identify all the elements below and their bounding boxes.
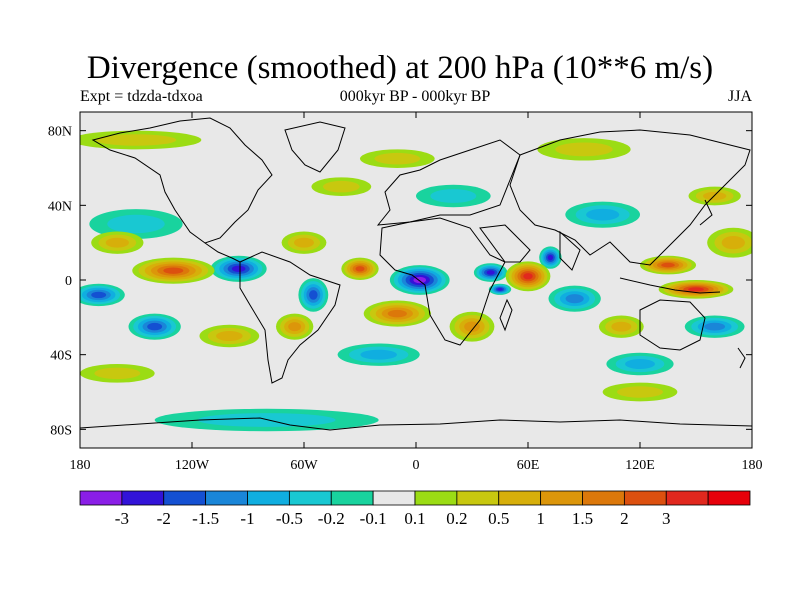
axes: 180 120W 60W 0 60E 120E 180 80N 40N 0 40S 80S: [48, 112, 763, 473]
colorbar-swatch: [582, 490, 625, 506]
divergence-contour: [107, 214, 165, 234]
greenland-coast: [284, 121, 346, 173]
colorbar-swatch: [540, 490, 583, 506]
divergence-contour: [497, 287, 503, 291]
colorbar-swatch: [623, 490, 667, 506]
colorbar-swatch: [121, 490, 165, 506]
antarctica-coast: [80, 417, 752, 431]
y-tick-label: 80S: [50, 423, 72, 438]
x-tick-label: 0: [413, 458, 420, 473]
x-tick-label: 180: [742, 458, 763, 473]
asia-coast: [509, 129, 751, 266]
divergence-contour: [163, 267, 184, 274]
colorbar-swatch: [707, 490, 751, 506]
divergence-contour: [661, 262, 675, 268]
divergence-contour: [387, 309, 407, 318]
divergence-contour: [94, 367, 141, 380]
central-america-coast: [204, 242, 241, 263]
colorbar-swatch: [288, 490, 332, 506]
divergence-contour: [464, 321, 480, 332]
x-tick-label: 120E: [625, 458, 655, 473]
colorbar: -3 -2 -1.5 -1 -0.5 -0.2 -0.1 0.1 0.2 0.5 1 1.5 2 3: [79, 490, 751, 528]
japan-coast: [699, 199, 713, 226]
divergence-contour: [288, 322, 302, 332]
europe-coast: [376, 139, 521, 226]
divergence-contour: [322, 180, 360, 193]
australia-coast: [639, 299, 706, 351]
colorbar-label: -3: [115, 509, 129, 528]
colorbar-swatch: [665, 490, 709, 506]
period-label: 000kyr BP - 000kyr BP: [339, 88, 491, 105]
colorbar-label: -1: [240, 509, 254, 528]
divergence-contour: [565, 294, 584, 304]
divergence-contour: [309, 290, 318, 300]
india-coast: [559, 230, 581, 271]
divergence-contour: [216, 331, 243, 341]
colorbar-label: -1.5: [192, 509, 219, 528]
divergence-contour: [704, 322, 726, 331]
colorbar-label: 1: [536, 509, 545, 528]
colorbar-label: -0.1: [360, 509, 387, 528]
colorbar-label: 2: [620, 509, 629, 528]
coastlines: [80, 117, 752, 431]
divergence-contour: [294, 237, 314, 248]
africa-coast: [379, 217, 506, 346]
divergence-contour: [625, 359, 655, 369]
y-tick-label: 0: [65, 274, 72, 289]
arabia-coast: [479, 224, 531, 263]
colorbar-label: 0.2: [446, 509, 467, 528]
colorbar-swatch: [247, 490, 290, 506]
chart-title: Divergence (smoothed) at 200 hPa (10**6 …: [86, 50, 714, 86]
divergence-contour: [147, 322, 163, 331]
colorbar-label: 0.1: [404, 509, 425, 528]
divergence-contour: [430, 189, 477, 203]
new-zealand-coast: [737, 347, 746, 369]
colorbar-swatch: [456, 490, 500, 506]
colorbar-swatch: [205, 490, 248, 506]
divergence-contour: [721, 236, 745, 250]
divergence-contour: [523, 273, 533, 280]
colorbar-label: -2: [157, 509, 171, 528]
colorbar-label: 3: [662, 509, 671, 528]
x-tick-label: 180: [70, 458, 91, 473]
experiment-label: Expt = tdzda-tdxoa: [80, 88, 203, 105]
colorbar-swatch: [414, 490, 458, 506]
indonesia-coast: [619, 277, 721, 294]
colorbar-swatch: [79, 490, 123, 506]
divergence-field: [80, 130, 752, 432]
divergence-contour: [486, 270, 495, 275]
madagascar-coast: [499, 298, 513, 332]
divergence-contour: [611, 321, 632, 332]
divergence-contour: [91, 291, 107, 299]
colorbar-label: -0.5: [276, 509, 303, 528]
x-tick-label: 60W: [290, 458, 318, 473]
divergence-contour: [231, 265, 246, 272]
south-america-coast: [239, 251, 341, 384]
divergence-contour: [586, 208, 620, 221]
x-tick-label: 60E: [517, 458, 540, 473]
divergence-contour: [617, 386, 663, 398]
colorbar-swatch: [372, 490, 416, 506]
divergence-contour: [555, 142, 613, 157]
colorbar-label: -0.2: [318, 509, 345, 528]
divergence-contour: [688, 287, 704, 292]
divergence-contour: [355, 266, 365, 272]
colorbar-label: 1.5: [572, 509, 593, 528]
colorbar-swatch: [163, 490, 207, 506]
divergence-contour: [360, 349, 397, 360]
y-tick-label: 40S: [50, 349, 72, 364]
season-label: JJA: [727, 88, 752, 105]
divergence-contour: [547, 254, 554, 261]
colorbar-swatch: [330, 490, 374, 506]
divergence-contour: [374, 152, 421, 165]
north-america-coast: [91, 117, 273, 244]
x-tick-label: 120W: [175, 458, 210, 473]
divergence-contour: [95, 134, 177, 146]
divergence-contour: [105, 237, 129, 248]
y-tick-label: 80N: [48, 125, 72, 140]
y-tick-label: 40N: [48, 199, 72, 214]
colorbar-label: 0.5: [488, 509, 509, 528]
colorbar-swatch: [498, 490, 542, 506]
